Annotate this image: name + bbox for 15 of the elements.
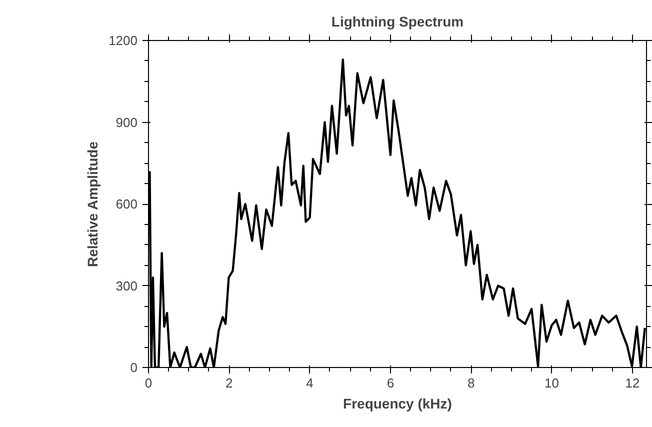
- x-tick-label: 12: [625, 376, 640, 390]
- x-axis-title: Frequency (kHz): [343, 396, 452, 412]
- x-tick-label: 8: [467, 376, 475, 390]
- y-tick-label: 0: [130, 360, 138, 375]
- x-tick-label: 10: [544, 376, 559, 390]
- y-tick-label: 900: [116, 114, 138, 130]
- x-tick-label: 4: [306, 376, 314, 390]
- x-tick-label: 0: [144, 376, 152, 390]
- x-tick-label: 2: [226, 376, 233, 390]
- x-tick-label: 6: [386, 376, 394, 390]
- y-axis-title: Relative Amplitude: [84, 141, 101, 268]
- y-tick-label: 600: [116, 196, 138, 212]
- y-tick-label: 300: [116, 278, 138, 294]
- chart-title: Lightning Spectrum: [331, 14, 464, 30]
- y-tick-label: 1200: [108, 33, 138, 48]
